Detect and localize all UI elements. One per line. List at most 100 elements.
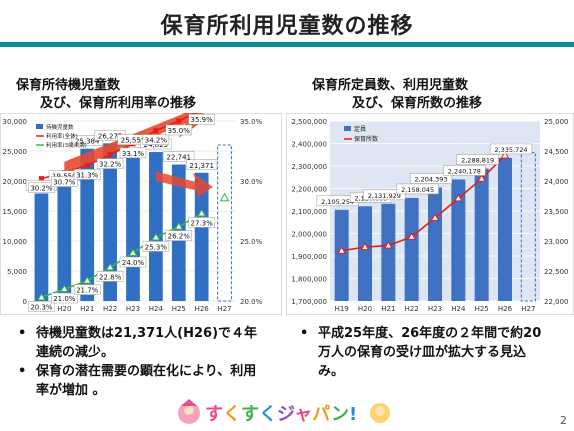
legend-swatch [36,124,43,129]
y2-tick-label: 24,500 [544,148,569,156]
y2-tick-label: 23,000 [544,238,569,246]
series-point [500,151,510,159]
bar [451,179,466,301]
series-point [383,241,393,249]
x-tick-label: H20 [358,305,372,313]
data-label-box [71,135,103,146]
data-label: 22,741 [167,154,192,162]
x-tick-label: H27 [217,305,231,313]
y-tick-label: 2,400,000 [291,141,327,149]
y2-tick-label: 22,000 [544,298,569,306]
data-label: 27.3% [191,219,214,227]
y-tick-label: 0 [23,298,27,306]
y-tick-label: 10,000 [3,238,28,246]
left-bullets: 待機児童数は21,371人(H26)で４年連続の減少。 保育の潜在需要の顕在化に… [18,324,258,400]
data-label: 22.8% [99,273,122,281]
data-label-box [96,158,124,169]
x-tick-label: H25 [172,305,186,313]
data-label-box [28,182,55,193]
bar [194,172,209,301]
x-tick-label: H21 [80,305,94,313]
bar [381,203,396,301]
bar [34,193,49,301]
data-label: 25,556 [121,137,146,145]
y-tick-label: 2,500,000 [291,118,327,126]
series-point [84,162,90,168]
data-label-box [142,241,170,252]
bar [498,157,512,301]
data-label-box [409,173,453,184]
data-label: 20.3% [30,303,53,311]
data-label: 31.3% [76,171,99,179]
series-line [341,154,506,252]
y-tick-label: 2,200,000 [291,186,327,194]
data-label-box [119,256,147,268]
data-label-box [163,151,195,162]
series-point [153,128,159,134]
data-label: 2,131,929 [368,192,401,200]
y-tick-label: 1,700,000 [291,298,327,306]
y2-tick-label: 30.0% [240,178,263,186]
y-tick-label: 25,000 [3,148,28,156]
legend-label: 利用率(3歳未満) [46,141,87,149]
data-label-box [51,292,78,304]
data-label-box [96,271,124,282]
y2-tick-label: 24,000 [544,178,569,186]
sukusuku-japan-logo: すくすくジャパン! [178,399,390,425]
bar [126,147,140,301]
series-point [337,246,347,254]
series-point [38,176,44,182]
data-label: 21,371 [189,162,214,170]
y2-tick-label: 25.0% [240,238,263,246]
x-tick-label: H26 [195,305,210,313]
data-label-box [188,217,215,228]
data-label: 2,335,724 [494,146,527,154]
legend-label: 定員 [354,125,366,133]
bar [404,197,419,301]
y-tick-label: 2,300,000 [291,163,327,171]
left-bullet-2: 保育の潜在需要の顕在化により、利用率が増加 。 [18,362,258,400]
data-label: 32.2% [99,161,122,169]
bar [334,209,349,301]
data-label: 26.2% [168,233,191,241]
x-tick-label: H27 [521,305,535,313]
data-label-box [188,113,215,125]
x-tick-label: H24 [149,305,164,313]
bar [103,143,117,301]
data-label-box [73,284,101,295]
x-tick-label: H19 [335,305,349,313]
data-label-box [142,134,170,145]
data-label-box [456,154,499,165]
series-point [360,242,370,251]
title-divider [0,42,574,47]
data-label-box [119,147,147,159]
x-tick-label: H24 [451,305,466,313]
right-subtitle-line1: 保育所定員数、利用児童数 [312,78,469,93]
svg-text:すくすくジャパン!: すくすくジャパン! [205,404,357,425]
data-label-box [28,301,55,312]
y-tick-label: 15,000 [3,208,28,216]
data-label-box [186,159,218,171]
data-label-box [489,143,533,155]
legend-label: 保育所数 [354,135,378,143]
series-point [477,174,487,182]
projection-bar [217,144,232,302]
data-label-box [443,165,486,176]
downward-arrow [155,171,214,198]
series-point [59,284,69,292]
y-tick-label: 20,000 [3,178,28,186]
y2-tick-label: 25,000 [544,118,569,126]
series-point [37,292,46,301]
bar [358,206,372,301]
data-label: 30.7% [53,179,76,187]
legend-swatch [344,126,351,131]
series-point [407,232,417,240]
x-tick-label: H23 [126,305,140,313]
series-point [197,208,207,217]
series-point [105,262,115,271]
series-point [151,232,161,241]
capacity-chart: 1,700,000 1,800,000 1,900,000 2,000,000 2,10… [286,113,574,315]
data-label-box [73,169,101,180]
x-tick-label: H22 [103,305,117,313]
data-label-box [396,183,439,195]
